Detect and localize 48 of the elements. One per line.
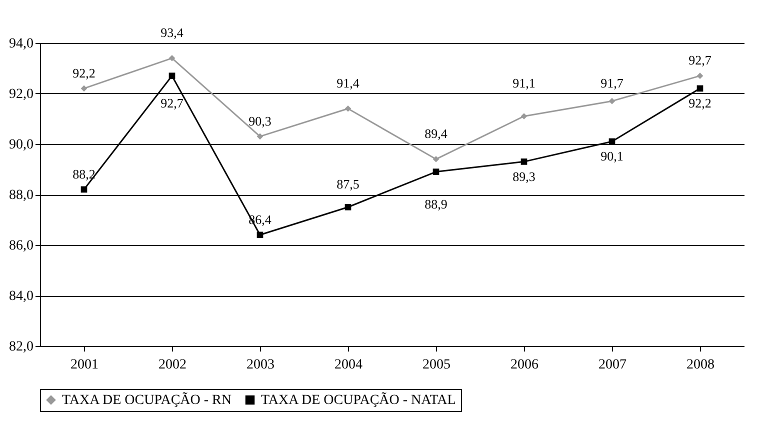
point [344, 105, 352, 112]
point [168, 72, 176, 79]
data-label: 89,4 [424, 126, 448, 141]
data-label: 91,1 [512, 75, 536, 90]
point [168, 54, 176, 62]
point [80, 186, 88, 193]
point [432, 156, 440, 162]
point [344, 204, 352, 210]
data-label: 90,1 [600, 148, 624, 164]
x-tick-label: 2001 [70, 358, 98, 372]
point [520, 113, 528, 120]
data-label: 93,4 [160, 24, 184, 40]
x-tick-label: 2006 [510, 358, 538, 372]
y-tick-label: 90,0 [9, 138, 34, 152]
x-tick-label: 2003 [246, 358, 274, 372]
data-label: 88,9 [424, 196, 448, 212]
y-tick-label: 94,0 [9, 36, 34, 52]
data-label: 88,2 [72, 166, 96, 182]
data-label: 91,4 [336, 75, 360, 90]
data-label: 92,7 [688, 52, 712, 68]
data-label: 92,2 [688, 96, 712, 111]
point [696, 85, 704, 92]
data-label: 89,3 [512, 168, 536, 184]
data-label: 90,3 [248, 113, 272, 128]
y-tick-label: 84,0 [9, 289, 34, 304]
point [608, 98, 616, 104]
x-tick-label: 2008 [686, 358, 714, 372]
point [608, 138, 616, 145]
point [256, 232, 264, 238]
y-tick-label: 88,0 [9, 188, 34, 203]
x-tick-label: 2005 [422, 358, 450, 372]
point [80, 85, 88, 92]
point [432, 168, 440, 175]
y-tick-label: 92,0 [9, 87, 34, 102]
data-label: 91,7 [600, 75, 624, 90]
y-tick-label: 86,0 [9, 238, 34, 254]
point [256, 133, 264, 140]
legend-label: TAXA DE OCUPAÇÃO - NATAL [261, 392, 456, 408]
x-tick-label: 2007 [598, 358, 626, 372]
legend-label: TAXA DE OCUPAÇÃO - RN [62, 392, 232, 408]
data-label: 87,5 [336, 176, 360, 192]
data-label: 92,2 [72, 65, 96, 80]
point [696, 72, 704, 79]
x-tick-label: 2004 [334, 358, 362, 372]
y-tick-label: 82,0 [9, 340, 34, 354]
data-label: 92,7 [160, 96, 184, 111]
point [520, 158, 528, 165]
x-tick-label: 2002 [158, 358, 186, 372]
